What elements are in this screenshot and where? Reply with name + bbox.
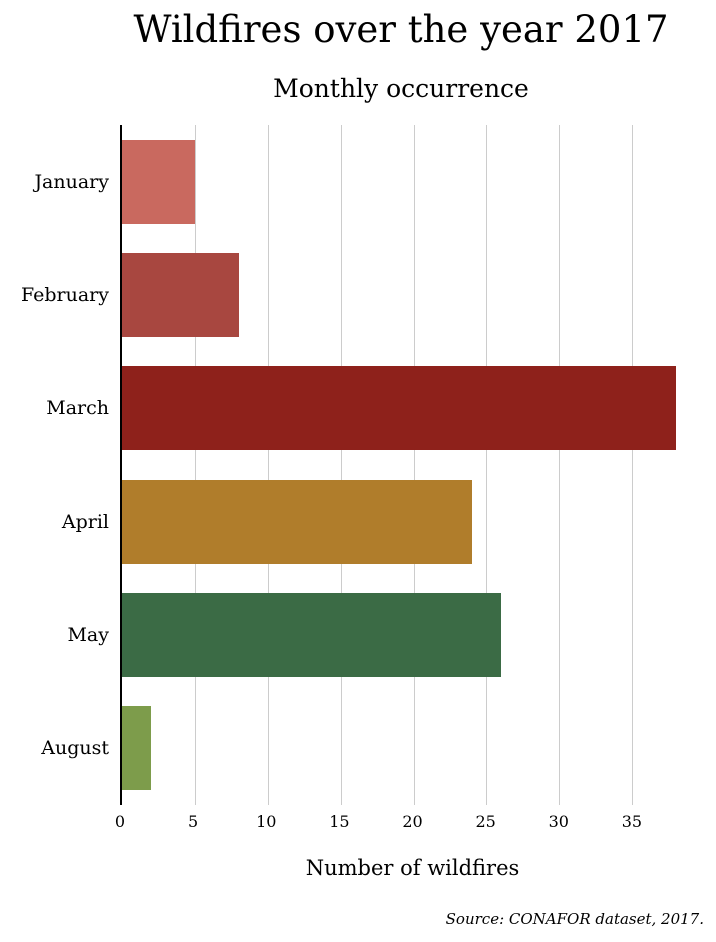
chart-subtitle: Monthly occurrence (273, 74, 529, 103)
bar-row: May (67, 578, 705, 691)
bar-row: January (34, 125, 705, 238)
gridline (340, 125, 342, 805)
plot-area: January February March April May August (21, 125, 705, 805)
bar-may (122, 593, 501, 677)
gridline (413, 125, 415, 805)
category-label-february: February (20, 283, 109, 306)
bar-row: March (46, 352, 705, 465)
x-tick-label: 15 (329, 812, 350, 831)
bar-january (122, 139, 195, 224)
gridline (486, 125, 488, 805)
bar-row: February (21, 238, 705, 351)
bar-february (122, 253, 239, 337)
gridline (559, 125, 561, 805)
x-tick-label: 10 (256, 812, 277, 831)
bar-row: April (62, 465, 705, 578)
gridline (267, 125, 269, 805)
category-label-march: March (46, 397, 109, 420)
x-tick-label: 25 (475, 812, 496, 831)
gridline (632, 125, 634, 805)
x-tick-label: 0 (114, 812, 126, 831)
x-tick-label: 30 (548, 812, 569, 831)
gridline (194, 125, 196, 805)
x-axis-label: Number of wildfires (305, 856, 520, 880)
source-note: Source: CONAFOR dataset, 2017. (445, 910, 704, 928)
category-label-august: August (41, 737, 109, 760)
chart-title: Wildfires over the year 2017 (133, 8, 669, 51)
bar-april (122, 479, 472, 564)
x-axis-ticks: 0 5 10 15 20 25 30 35 (115, 805, 705, 839)
bar-march (122, 366, 676, 451)
bar-rows: January February March April May August (21, 125, 705, 805)
x-tick-label: 5 (188, 812, 199, 831)
category-label-may: May (67, 623, 109, 646)
x-tick-label: 35 (621, 812, 643, 831)
category-label-april: April (61, 510, 109, 533)
category-label-january: January (34, 170, 109, 193)
bar-august (122, 706, 152, 791)
plot-region: January February March April May August 0 5 10 1… (21, 125, 705, 831)
bar-row: August (41, 692, 705, 805)
x-tick-label: 20 (402, 812, 423, 831)
